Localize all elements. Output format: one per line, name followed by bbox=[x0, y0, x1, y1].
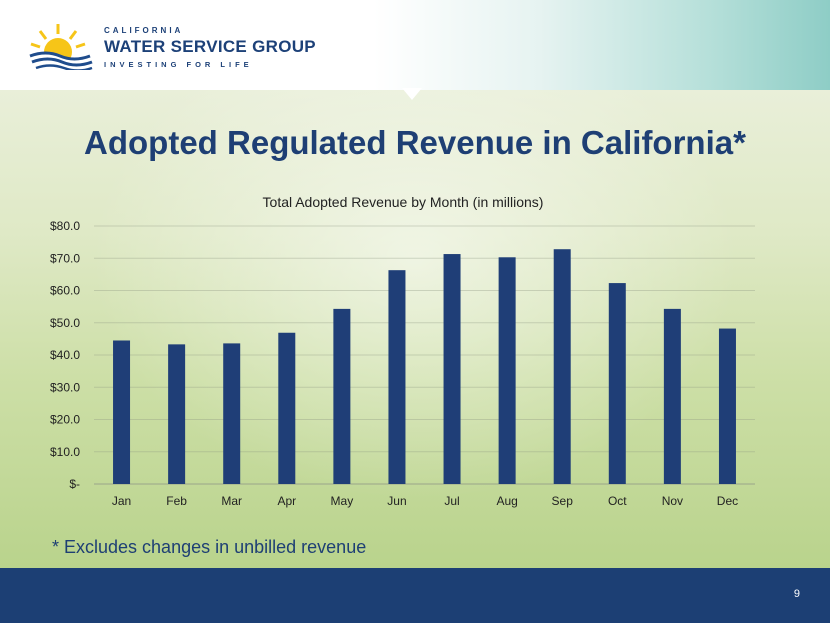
footnote: * Excludes changes in unbilled revenue bbox=[52, 537, 367, 557]
company-line1: CALIFORNIA bbox=[104, 26, 184, 35]
x-tick-label: Dec bbox=[717, 494, 738, 508]
x-tick-label: May bbox=[331, 494, 354, 508]
bar-may bbox=[333, 308, 351, 484]
company-tagline: INVESTING FOR LIFE bbox=[104, 60, 253, 69]
y-tick-label: $50.0 bbox=[50, 316, 80, 330]
bar-oct bbox=[608, 283, 626, 484]
y-tick-label: $70.0 bbox=[50, 251, 80, 265]
x-tick-label: Nov bbox=[662, 494, 683, 508]
bar-sep bbox=[553, 249, 571, 484]
y-tick-label: $40.0 bbox=[50, 348, 80, 362]
footer-bar bbox=[0, 568, 830, 623]
y-tick-label: $20.0 bbox=[50, 413, 80, 427]
bar-jan bbox=[113, 340, 131, 484]
sun-wave-logo-icon bbox=[29, 24, 93, 70]
bar-apr bbox=[278, 332, 296, 484]
y-tick-label: $10.0 bbox=[50, 445, 80, 459]
header-notch bbox=[402, 88, 422, 100]
bar-nov bbox=[663, 308, 681, 484]
bar-jul bbox=[443, 254, 461, 484]
chart-title: Total Adopted Revenue by Month (in milli… bbox=[263, 194, 544, 210]
x-tick-label: Apr bbox=[277, 494, 296, 508]
x-tick-label: Sep bbox=[552, 494, 574, 508]
x-tick-label: Jul bbox=[444, 494, 459, 508]
x-tick-label: Mar bbox=[221, 494, 242, 508]
slide-header bbox=[0, 0, 830, 90]
bar-mar bbox=[223, 343, 241, 484]
grass-background bbox=[0, 90, 830, 568]
revenue-bar-chart: Total Adopted Revenue by Month (in milli… bbox=[50, 194, 755, 508]
x-tick-label: Oct bbox=[608, 494, 627, 508]
x-tick-label: Jun bbox=[387, 494, 406, 508]
bar-aug bbox=[498, 257, 516, 484]
x-tick-label: Feb bbox=[166, 494, 187, 508]
bar-jun bbox=[388, 270, 406, 484]
page-number: 9 bbox=[793, 588, 800, 600]
x-tick-label: Jan bbox=[112, 494, 131, 508]
slide-title: Adopted Regulated Revenue in California* bbox=[84, 124, 746, 161]
company-name: CALIFORNIA WATER SERVICE GROUP INVESTING… bbox=[104, 26, 316, 69]
y-tick-label: $30.0 bbox=[50, 380, 80, 394]
bar-feb bbox=[168, 344, 186, 484]
x-tick-label: Aug bbox=[496, 494, 517, 508]
y-tick-label: $80.0 bbox=[50, 219, 80, 233]
y-tick-label: $60.0 bbox=[50, 284, 80, 298]
y-tick-label: $- bbox=[69, 477, 80, 491]
company-line2: WATER SERVICE GROUP bbox=[104, 37, 316, 56]
bar-dec bbox=[718, 328, 736, 484]
